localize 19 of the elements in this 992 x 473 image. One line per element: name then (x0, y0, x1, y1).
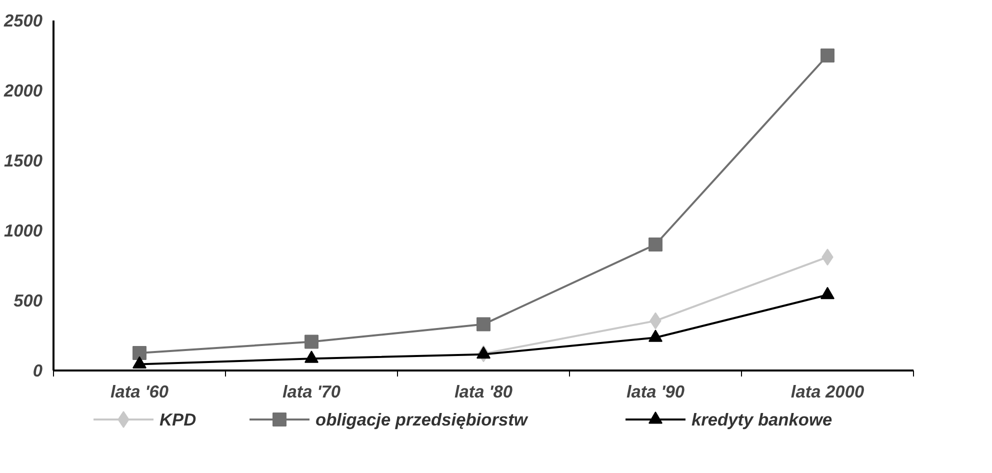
point (304, 334, 318, 349)
point (476, 317, 490, 332)
x-tick-label: lata '80 (454, 382, 513, 402)
y-tick-label: 0 (32, 360, 43, 380)
y-tick-label: 2500 (2, 10, 43, 30)
legend-label: kredyty bankowe (692, 410, 832, 430)
point (820, 48, 834, 62)
y-tick-label: 1500 (4, 150, 43, 170)
x-tick-label: lata '70 (282, 382, 341, 402)
x-tick-label: lata '90 (626, 382, 685, 402)
x-tick-label: lata '60 (110, 382, 169, 402)
y-tick-label: 500 (14, 290, 43, 310)
point (648, 238, 662, 252)
legend-label: obligacje przedsiębiorstw (316, 410, 529, 430)
point (132, 346, 146, 360)
x-tick-label: lata 2000 (790, 382, 864, 402)
legend-label: KPD (160, 410, 197, 430)
y-tick-label: 2000 (2, 80, 43, 100)
y-tick-label: 1000 (4, 220, 43, 240)
